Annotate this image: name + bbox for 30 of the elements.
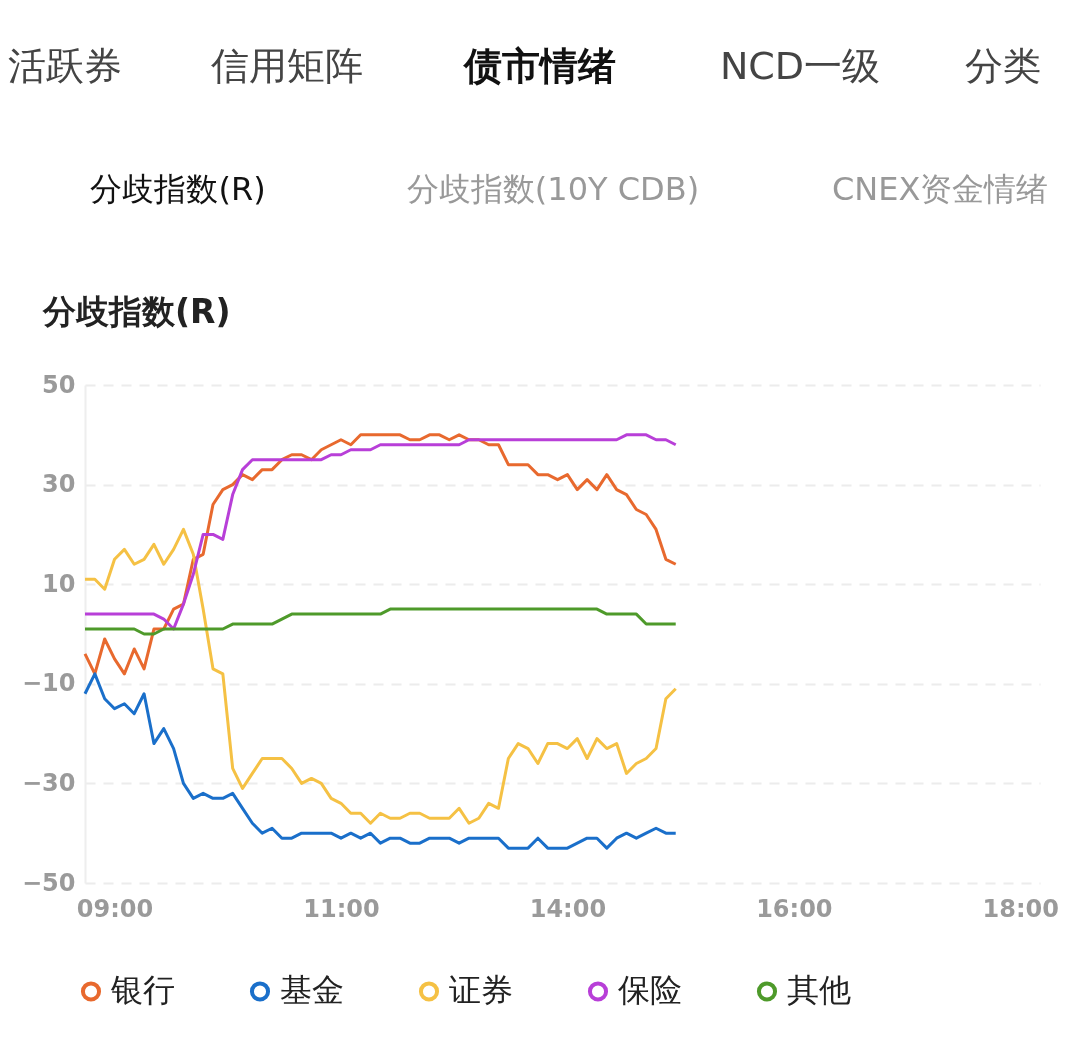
line-series — [83, 672, 678, 850]
legend-label: 保险 — [618, 971, 682, 1010]
legend-label: 证券 — [449, 971, 513, 1010]
x-tick-label: 09:00 — [76, 894, 154, 923]
x-tick-label: 18:00 — [982, 894, 1060, 923]
y-tick-label: 50 — [42, 370, 76, 399]
legend-label: 其他 — [787, 971, 851, 1010]
legend-label: 基金 — [280, 971, 344, 1010]
text: 信用矩阵 — [211, 44, 363, 88]
x-tick-label: 14:00 — [529, 894, 607, 923]
y-tick-label: 30 — [42, 470, 76, 499]
chart-title: 分歧指数(R) — [42, 292, 231, 331]
text: 分歧指数(R) — [90, 170, 266, 208]
x-tick-label: 16:00 — [756, 894, 833, 923]
line-series — [83, 433, 678, 631]
line-series — [83, 607, 678, 636]
y-tick-label: 10 — [42, 569, 76, 598]
text: 债市情绪 — [462, 44, 616, 88]
text: 分歧指数(10Y CDB) — [406, 170, 700, 208]
y-tick-label: −30 — [21, 768, 76, 797]
line-series — [83, 527, 678, 825]
text: CNEX资金情绪 — [832, 170, 1049, 208]
x-tick-label: 11:00 — [303, 894, 380, 923]
text: 分类 — [965, 44, 1041, 88]
text: NCD一级 — [719, 44, 881, 88]
y-tick-label: −50 — [21, 868, 76, 897]
text: 活跃券 — [8, 44, 122, 88]
y-tick-label: −10 — [21, 669, 76, 698]
legend-label: 银行 — [110, 971, 175, 1010]
line-series — [83, 433, 678, 676]
